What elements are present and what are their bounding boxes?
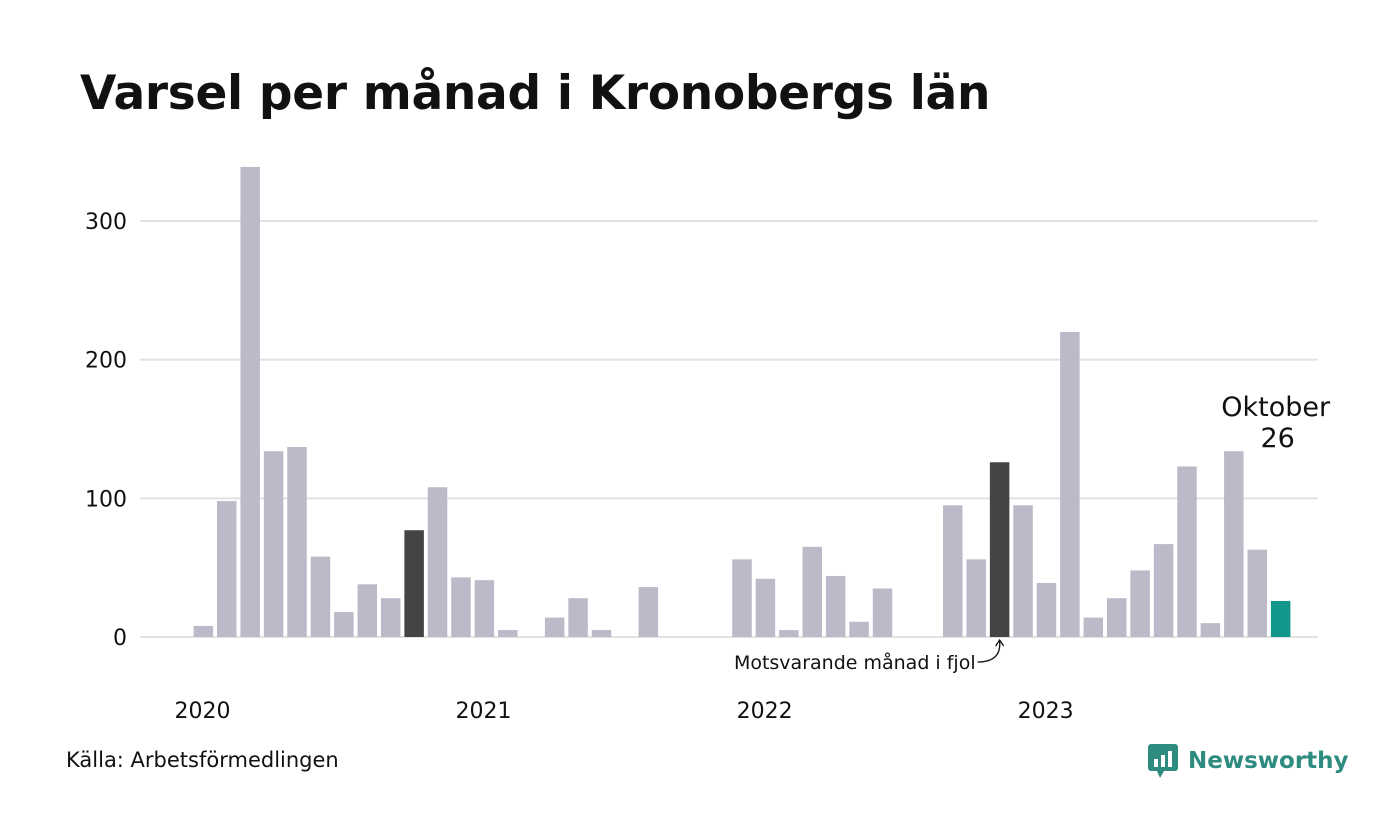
bar bbox=[1247, 549, 1267, 637]
bar bbox=[1224, 451, 1244, 637]
bar bbox=[334, 612, 354, 637]
bar bbox=[217, 501, 237, 637]
bar bbox=[1083, 617, 1104, 637]
bar bbox=[380, 598, 401, 637]
bar bbox=[638, 587, 659, 637]
bar bbox=[1177, 466, 1197, 637]
bar bbox=[1130, 570, 1150, 637]
bar-comparison-month bbox=[989, 462, 1010, 637]
annotation-arrowhead bbox=[995, 638, 1005, 647]
bar-comparison-month bbox=[404, 530, 424, 637]
bar-current-month bbox=[1270, 600, 1291, 637]
bar bbox=[825, 575, 846, 637]
bar bbox=[498, 630, 518, 637]
bar bbox=[263, 451, 284, 637]
bar bbox=[966, 559, 986, 637]
newsworthy-logo-icon bbox=[1148, 744, 1178, 778]
current-month-label: Oktober bbox=[1221, 392, 1331, 423]
bar bbox=[872, 588, 893, 637]
chart-title: Varsel per månad i Kronobergs län bbox=[80, 66, 991, 121]
bar bbox=[451, 577, 471, 637]
bar bbox=[779, 630, 799, 637]
bar bbox=[1153, 544, 1174, 637]
source-note: Källa: Arbetsförmedlingen bbox=[66, 748, 339, 772]
bar bbox=[193, 625, 214, 637]
bar bbox=[1036, 582, 1057, 637]
x-tick-label: 2021 bbox=[456, 699, 512, 724]
x-tick-label: 2022 bbox=[737, 699, 793, 724]
bar bbox=[240, 166, 260, 638]
bar bbox=[755, 578, 776, 637]
bar bbox=[732, 559, 752, 637]
bar-layer bbox=[193, 166, 1291, 638]
bar bbox=[849, 621, 869, 637]
bar bbox=[357, 584, 378, 637]
y-tick-label: 300 bbox=[85, 210, 127, 235]
bar bbox=[591, 630, 612, 637]
comparison-annotation: Motsvarande månad i fjol bbox=[734, 651, 976, 674]
x-tick-label: 2020 bbox=[175, 699, 231, 724]
y-tick-label: 100 bbox=[85, 487, 127, 512]
y-tick-label: 0 bbox=[113, 626, 127, 651]
label-layer: 0 100 200 300 2020 2021 2022 2023 Motsvarande må… bbox=[85, 210, 1331, 724]
bar bbox=[427, 487, 448, 637]
bar bbox=[802, 546, 823, 637]
bar bbox=[1106, 598, 1127, 637]
x-tick-label: 2023 bbox=[1018, 699, 1074, 724]
current-value-label: 26 bbox=[1260, 423, 1294, 454]
annotation-arrow bbox=[977, 640, 1001, 663]
bar bbox=[1013, 505, 1033, 637]
brand-logo[interactable]: Newsworthy bbox=[1148, 744, 1349, 778]
y-tick-label: 200 bbox=[85, 349, 127, 374]
bar bbox=[287, 447, 307, 637]
bar bbox=[544, 617, 565, 637]
bar bbox=[1200, 623, 1221, 637]
bar bbox=[1060, 331, 1080, 637]
bar bbox=[474, 580, 495, 637]
bar bbox=[310, 556, 331, 637]
bar bbox=[568, 598, 588, 637]
brand-name: Newsworthy bbox=[1188, 748, 1349, 774]
bar bbox=[943, 505, 963, 637]
